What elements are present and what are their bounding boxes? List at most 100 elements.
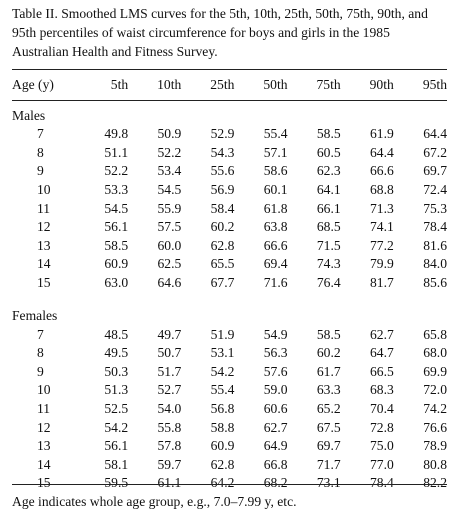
- table-row: 8 49.5 50.7 53.1 56.3 60.2 64.7 68.0: [12, 344, 447, 363]
- table-caption: Table II. Smoothed LMS curves for the 5t…: [12, 6, 428, 59]
- value-cell: 60.9: [210, 438, 235, 454]
- value-cell: 53.4: [157, 163, 182, 179]
- table-row: 14 60.9 62.5 65.5 69.4 74.3 79.9 84.0: [12, 255, 447, 274]
- value-cell: 59.7: [157, 456, 182, 472]
- value-cell: 75.0: [369, 438, 394, 454]
- value-cell: 49.7: [157, 326, 182, 342]
- value-cell: 54.3: [210, 144, 235, 160]
- value-cell: 62.8: [210, 237, 235, 253]
- percentile-column-header: 50th: [263, 77, 288, 92]
- value-cell: 52.9: [210, 126, 235, 142]
- percentile-column-header: 10th: [157, 77, 182, 92]
- value-cell: 78.4: [423, 219, 447, 235]
- table-row: 11 52.5 54.0 56.8 60.6 65.2 70.4 74.2: [12, 400, 447, 419]
- age-cell: 15: [37, 475, 51, 491]
- percentile-column-header: 90th: [369, 77, 394, 92]
- value-cell: 59.0: [263, 382, 288, 398]
- value-cell: 59.5: [104, 475, 129, 491]
- value-cell: 81.6: [423, 237, 447, 253]
- value-cell: 63.8: [263, 219, 288, 235]
- value-cell: 69.4: [263, 256, 288, 272]
- percentile-column-header: 75th: [316, 77, 341, 92]
- value-cell: 71.6: [263, 275, 288, 291]
- value-cell: 54.5: [104, 200, 129, 216]
- group-label: Males: [12, 108, 46, 123]
- value-cell: 64.7: [369, 345, 394, 361]
- value-cell: 56.1: [104, 438, 129, 454]
- value-cell: 62.3: [316, 163, 341, 179]
- value-cell: 60.2: [316, 345, 341, 361]
- age-cell: 8: [37, 345, 44, 361]
- value-cell: 60.6: [263, 401, 288, 417]
- age-cell: 10: [37, 182, 51, 198]
- value-cell: 58.6: [263, 163, 288, 179]
- value-cell: 49.5: [104, 345, 129, 361]
- value-cell: 67.2: [423, 144, 447, 160]
- value-cell: 66.6: [369, 163, 394, 179]
- value-cell: 58.4: [210, 200, 235, 216]
- value-cell: 77.2: [369, 237, 394, 253]
- table-row: 9 50.3 51.7 54.2 57.6 61.7 66.5 69.9: [12, 363, 447, 382]
- percentile-column-header: 25th: [210, 77, 235, 92]
- value-cell: 66.6: [263, 237, 288, 253]
- value-cell: 64.4: [369, 144, 394, 160]
- value-cell: 70.4: [369, 401, 394, 417]
- value-cell: 57.6: [263, 363, 288, 379]
- value-cell: 48.5: [104, 326, 129, 342]
- value-cell: 56.9: [210, 182, 235, 198]
- value-cell: 81.7: [369, 275, 394, 291]
- table-row: 13 58.5 60.0 62.8 66.6 71.5 77.2 81.6: [12, 237, 447, 256]
- percentile-column-header: 95th: [422, 77, 447, 92]
- value-cell: 85.6: [423, 275, 447, 291]
- value-cell: 74.1: [369, 219, 394, 235]
- value-cell: 50.3: [104, 363, 129, 379]
- value-cell: 52.2: [104, 163, 129, 179]
- value-cell: 69.9: [423, 363, 447, 379]
- value-cell: 57.8: [157, 438, 182, 454]
- age-cell: 12: [37, 219, 51, 235]
- age-cell: 9: [37, 163, 44, 179]
- value-cell: 62.8: [210, 456, 235, 472]
- value-cell: 57.1: [263, 144, 288, 160]
- value-cell: 56.1: [104, 219, 129, 235]
- value-cell: 52.7: [157, 382, 182, 398]
- value-cell: 60.0: [157, 237, 182, 253]
- age-cell: 9: [37, 363, 44, 379]
- group-label: Females: [12, 308, 58, 324]
- value-cell: 72.4: [423, 182, 447, 198]
- value-cell: 52.2: [157, 144, 182, 160]
- value-cell: 72.0: [423, 382, 447, 398]
- value-cell: 66.5: [369, 363, 394, 379]
- age-cell: 13: [37, 438, 51, 454]
- value-cell: 72.8: [369, 419, 394, 435]
- table-row: 11 54.5 55.9 58.4 61.8 66.1 71.3 75.3: [12, 199, 447, 218]
- value-cell: 57.5: [157, 219, 182, 235]
- value-cell: 67.5: [316, 419, 341, 435]
- top-rule: [12, 69, 447, 70]
- value-cell: 56.8: [210, 401, 235, 417]
- age-cell: 15: [37, 275, 51, 291]
- value-cell: 53.3: [104, 182, 129, 198]
- value-cell: 62.5: [157, 256, 182, 272]
- table-row: 10 51.3 52.7 55.4 59.0 63.3 68.3 72.0: [12, 381, 447, 400]
- age-cell: 7: [37, 326, 44, 342]
- header-rule: [12, 100, 447, 101]
- value-cell: 52.5: [104, 401, 129, 417]
- table-row: 9 52.2 53.4 55.6 58.6 62.3 66.6 69.7: [12, 162, 447, 181]
- table-row: 15 63.0 64.6 67.7 71.6 76.4 81.7 85.6: [12, 274, 447, 293]
- value-cell: 51.1: [104, 144, 129, 160]
- value-cell: 68.3: [369, 382, 394, 398]
- age-cell: 10: [37, 382, 51, 398]
- value-cell: 79.9: [369, 256, 394, 272]
- value-cell: 54.2: [104, 419, 129, 435]
- table-row: 8 51.1 52.2 54.3 57.1 60.5 64.4 67.2: [12, 144, 447, 163]
- value-cell: 64.4: [423, 126, 447, 142]
- value-cell: 63.0: [104, 275, 129, 291]
- group-row: Males: [12, 100, 447, 125]
- value-cell: 64.6: [157, 275, 182, 291]
- value-cell: 77.0: [369, 456, 394, 472]
- table-row: 7 49.8 50.9 52.9 55.4 58.5 61.9 64.4: [12, 125, 447, 144]
- value-cell: 58.1: [104, 456, 129, 472]
- value-cell: 55.6: [210, 163, 235, 179]
- group-spacer: [12, 292, 447, 300]
